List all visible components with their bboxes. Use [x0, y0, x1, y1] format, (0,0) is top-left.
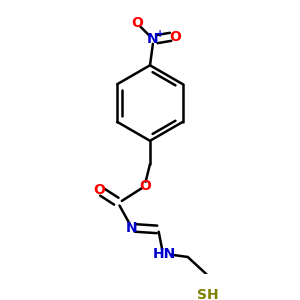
Text: O: O: [93, 183, 105, 197]
Text: +: +: [156, 29, 164, 39]
Text: HN: HN: [153, 247, 176, 261]
Text: N: N: [125, 221, 137, 235]
Text: O: O: [140, 179, 152, 193]
Text: N: N: [147, 32, 159, 46]
Text: SH: SH: [197, 288, 219, 300]
Text: O: O: [169, 30, 181, 44]
Text: O: O: [131, 16, 143, 30]
